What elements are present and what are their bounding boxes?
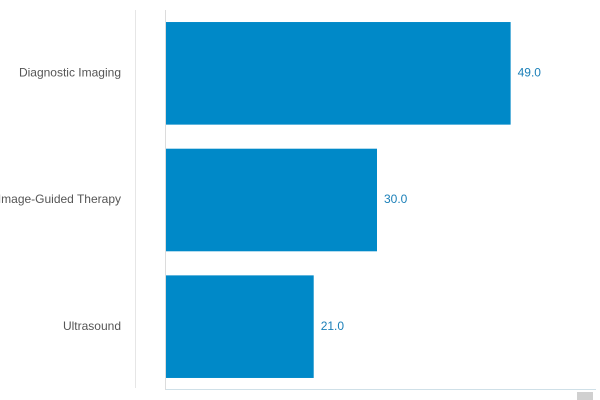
bar	[166, 148, 377, 252]
resize-handle	[577, 392, 593, 400]
y-tick-label: Diagnostic Imaging	[19, 66, 121, 80]
y-tick-label: Image-Guided Therapy	[0, 192, 121, 206]
value-label: 49.0	[518, 66, 542, 80]
bar	[166, 22, 511, 125]
value-label: 30.0	[384, 192, 408, 206]
y-tick-label: Ultrasound	[63, 319, 121, 333]
value-label: 21.0	[321, 319, 345, 333]
bar	[166, 275, 314, 378]
